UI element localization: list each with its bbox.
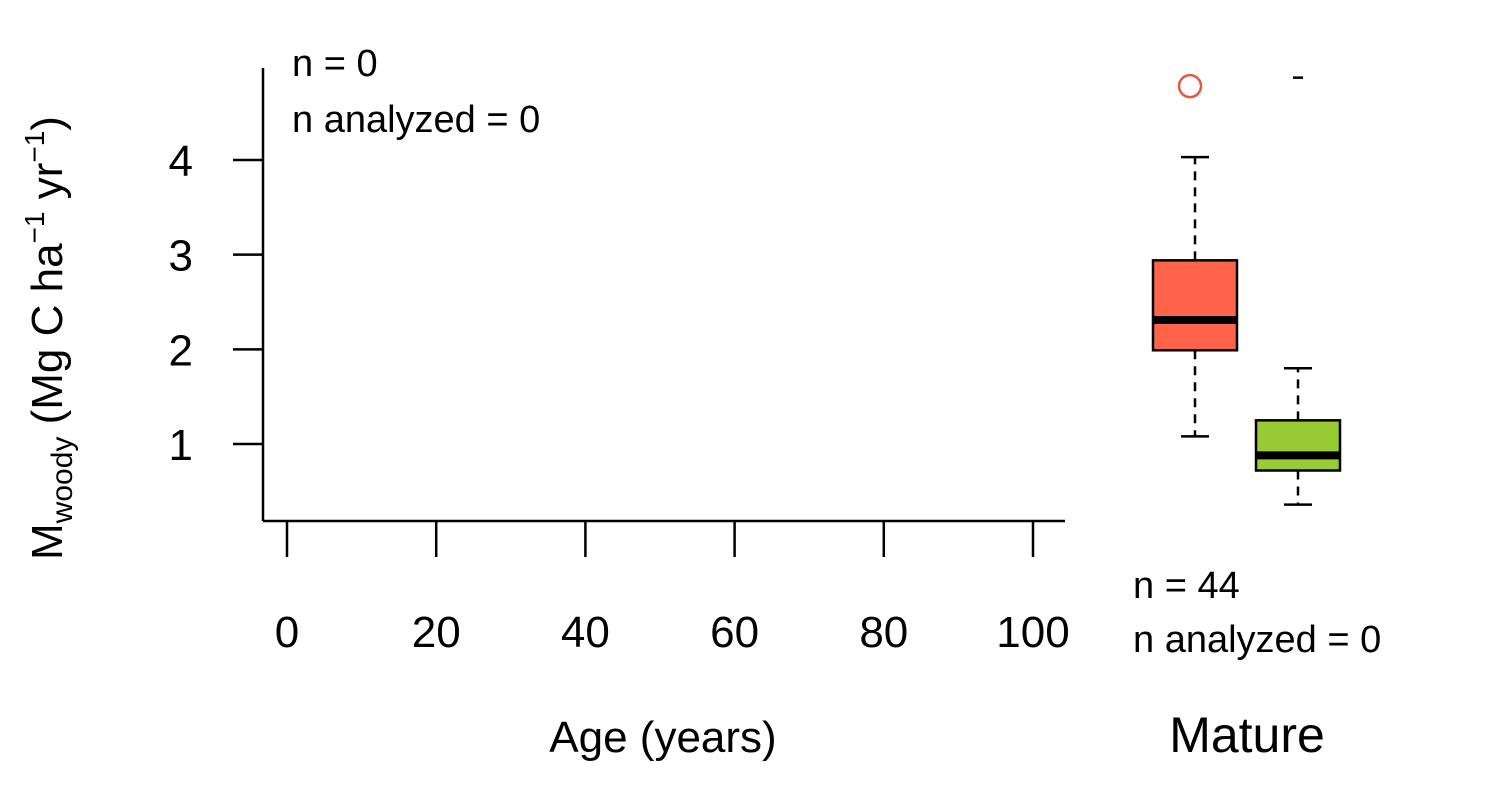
x-tick-label: 0 (275, 608, 299, 657)
right-n-analyzed-label: n analyzed = 0 (1133, 619, 1381, 661)
x-tick-label: 60 (710, 608, 759, 657)
y-label-units-suffix: ) (23, 116, 72, 131)
y-label-units-mid: yr (23, 163, 72, 212)
y-tick-label: 3 (169, 232, 193, 281)
y-tick-label: 2 (169, 326, 193, 375)
x-tick-label: 80 (859, 608, 908, 657)
y-label-units-prefix: (Mg C ha (23, 243, 72, 437)
age-scatter-panel: 1 2 3 4 0 20 40 60 80 100 n = 0 n analyzed = 0 A… (169, 43, 1070, 762)
boxplot-2 (1254, 76, 1342, 506)
boxplot-1 (1151, 73, 1239, 438)
x-tick-label: 20 (412, 608, 461, 657)
y-label-exp1: −1 (19, 212, 50, 244)
y-label-main: M (23, 523, 72, 560)
iqr-box (1254, 419, 1342, 472)
y-label-subscript: woody (46, 437, 79, 525)
y-label-exp2: −1 (19, 131, 50, 163)
left-n-label: n = 0 (292, 43, 378, 85)
right-n-label: n = 44 (1133, 565, 1240, 607)
left-n-analyzed-label: n analyzed = 0 (292, 99, 540, 141)
outlier-point (1177, 73, 1203, 99)
x-axis-label: Age (years) (549, 713, 776, 762)
x-tick-label: 40 (561, 608, 610, 657)
mature-boxplot-panel: n = 44 n analyzed = 0 Mature (1133, 73, 1381, 763)
y-tick-label: 4 (169, 137, 193, 186)
mature-axis-label: Mature (1169, 707, 1325, 763)
y-axis-label: Mwoody (Mg C ha−1 yr−1) (19, 116, 79, 560)
x-tick-label: 100 (996, 608, 1069, 657)
iqr-box (1151, 259, 1239, 352)
y-tick-label: 1 (169, 421, 193, 470)
